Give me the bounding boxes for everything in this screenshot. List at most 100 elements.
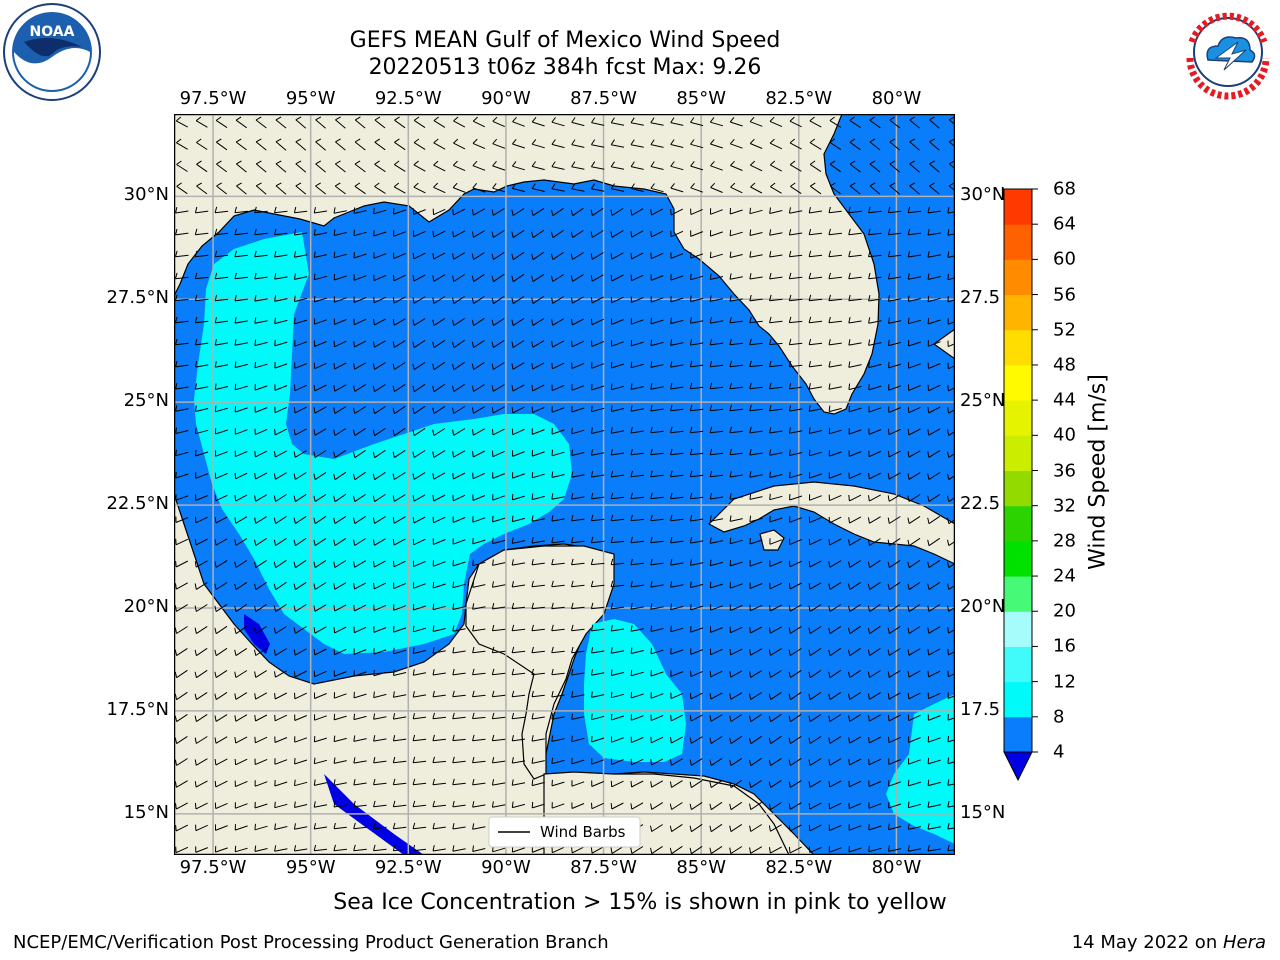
wind-barb <box>788 382 803 390</box>
wind-barb <box>888 845 902 852</box>
wind-barb <box>372 493 386 503</box>
wind-barb <box>531 273 545 283</box>
wind-barb <box>788 207 803 214</box>
wind-barb <box>234 494 248 502</box>
wind-barb <box>927 384 941 392</box>
wind-barb <box>630 536 644 544</box>
wind-barb <box>689 845 703 855</box>
wind-barb <box>216 182 228 195</box>
wind-barb <box>176 138 188 150</box>
wind-barb <box>531 295 545 305</box>
lon-tick-label-top: 85°W <box>676 88 727 109</box>
wind-barb <box>491 756 506 764</box>
wind-barb <box>551 802 565 809</box>
wind-barb <box>492 472 505 479</box>
wind-barb <box>788 604 802 612</box>
wind-barb <box>571 493 585 500</box>
wind-barb <box>531 801 545 809</box>
wind-barb <box>452 295 465 305</box>
wind-barb <box>610 713 624 721</box>
wind-barb <box>571 580 585 588</box>
wind-barb <box>234 670 248 678</box>
wind-barb <box>927 428 941 436</box>
wind-barb <box>472 182 486 193</box>
wind-barb <box>491 230 505 238</box>
wind-barb <box>295 138 307 151</box>
wind-8-12-regions <box>194 232 955 844</box>
wind-barb <box>749 670 763 678</box>
wind-barb <box>453 138 466 150</box>
wind-barb <box>749 560 763 567</box>
wind-barb <box>274 801 288 809</box>
wind-barb <box>531 428 545 435</box>
wind-barb <box>887 472 901 480</box>
wind-barb <box>194 758 208 766</box>
wind-barb <box>255 160 267 173</box>
wind-barb <box>313 295 327 303</box>
wind-barb <box>868 758 882 766</box>
wind-barb <box>590 252 604 260</box>
wind-barb <box>491 690 506 698</box>
wind-barb <box>214 560 228 568</box>
wind-barb <box>888 428 901 436</box>
wind-barb <box>492 559 506 566</box>
wind-barb <box>808 427 823 434</box>
wind-barb <box>590 296 604 304</box>
wind-barb <box>394 138 406 151</box>
wind-barb <box>867 647 881 657</box>
wind-barb <box>630 361 644 369</box>
wind-barb <box>392 296 406 304</box>
wind-barb <box>788 757 802 767</box>
wind-barb <box>590 161 605 170</box>
wind-barb <box>669 780 683 788</box>
wind-barb <box>394 160 406 172</box>
wind-barb <box>294 273 308 280</box>
wind-barb <box>194 338 209 346</box>
wind-barb <box>254 317 268 324</box>
wind-barb <box>472 537 486 545</box>
wind-barb <box>630 139 644 148</box>
wind-barb <box>867 670 881 678</box>
wind-barb <box>650 404 664 412</box>
wind-barb <box>590 139 605 148</box>
wind-barb <box>907 626 921 634</box>
wind-barb <box>531 558 545 566</box>
wind-barb <box>729 604 743 611</box>
wind-barb <box>531 537 545 544</box>
wind-barb <box>788 626 802 634</box>
wind-barb <box>274 779 288 787</box>
wind-barb <box>373 296 387 304</box>
colorbar-bin <box>1004 611 1032 647</box>
wind-barb <box>808 250 823 258</box>
wind-barb <box>907 559 921 569</box>
wind-barb <box>175 846 189 854</box>
wind-barb <box>392 844 407 852</box>
wind-barb <box>709 845 723 855</box>
wind-barb <box>907 515 921 525</box>
wind-barb <box>254 228 268 236</box>
wind-barb <box>294 384 307 392</box>
wind-barb <box>393 604 407 611</box>
wind-barb <box>907 339 921 347</box>
wind-barb <box>808 294 823 302</box>
wind-barb <box>313 362 327 370</box>
wind-barb <box>432 428 446 436</box>
wind-barb <box>927 779 941 787</box>
wind-barb <box>788 427 803 434</box>
wind-barb <box>689 758 703 766</box>
wind-barb <box>571 449 585 456</box>
wind-barb <box>630 669 644 677</box>
wind-barb <box>235 138 247 151</box>
wind-barb <box>214 582 228 590</box>
wind-barb <box>571 846 585 854</box>
wind-barb <box>749 626 763 634</box>
colorbar-tick-label: 48 <box>1053 354 1076 376</box>
wind-barb <box>670 581 684 588</box>
wind-barb <box>273 515 287 525</box>
wind-barb <box>492 515 506 523</box>
wind-barb <box>690 252 704 259</box>
wind-barb <box>175 316 189 324</box>
wind-barb <box>353 274 367 281</box>
wind-barb <box>374 116 386 129</box>
wind-barb <box>848 228 862 236</box>
